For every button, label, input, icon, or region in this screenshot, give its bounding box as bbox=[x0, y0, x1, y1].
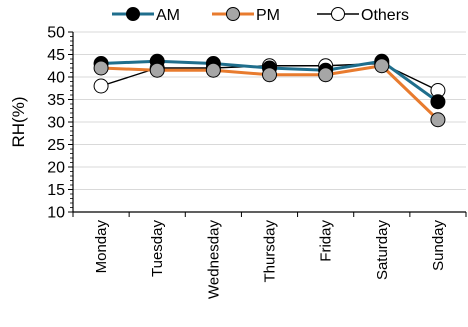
axes bbox=[68, 31, 467, 217]
legend-label-others: Others bbox=[361, 7, 409, 24]
point-others-monday bbox=[93, 78, 109, 94]
y-tick-label: 10 bbox=[47, 205, 65, 222]
legend-swatch-marker-am bbox=[126, 7, 140, 21]
legend: AM PM Others bbox=[112, 7, 409, 24]
point-pm-thursday bbox=[262, 67, 277, 83]
point-pm-sunday bbox=[430, 112, 446, 128]
y-tick-label: 20 bbox=[47, 160, 65, 177]
legend-swatch-marker-others bbox=[331, 7, 345, 21]
x-tick-label-monday: Monday bbox=[93, 220, 110, 274]
x-tick-label-tuesday: Tuesday bbox=[149, 220, 166, 277]
y-tick-label: 40 bbox=[47, 70, 65, 87]
x-tick-labels: Monday Tuesday Wednesday Thursday Friday Satu… bbox=[93, 220, 447, 299]
legend-label-am: AM bbox=[156, 7, 180, 24]
point-pm-wednesday bbox=[205, 62, 221, 78]
y-tick-label: 45 bbox=[47, 47, 65, 64]
point-am-sunday bbox=[430, 94, 446, 110]
x-tick-label-wednesday: Wednesday bbox=[205, 220, 222, 299]
y-tick-label: 30 bbox=[47, 115, 65, 132]
x-tick-label-saturday: Saturday bbox=[374, 220, 391, 281]
point-pm-saturday bbox=[374, 58, 390, 74]
series-group bbox=[93, 53, 446, 128]
y-tick-label: 50 bbox=[47, 25, 65, 42]
x-tick-label-sunday: Sunday bbox=[430, 220, 447, 271]
gridlines bbox=[73, 31, 466, 190]
y-tick-label: 35 bbox=[47, 92, 65, 109]
y-axis-title: RH(%) bbox=[9, 97, 28, 148]
y-tick-labels: 10 15 20 25 30 35 40 45 50 bbox=[47, 25, 65, 222]
x-tick-label-thursday: Thursday bbox=[262, 220, 279, 283]
y-tick-label: 15 bbox=[47, 182, 65, 199]
legend-label-pm: PM bbox=[256, 7, 280, 24]
y-tick-label: 25 bbox=[47, 137, 65, 154]
point-pm-monday bbox=[93, 60, 109, 76]
point-pm-tuesday bbox=[149, 62, 165, 78]
legend-swatch-marker-pm bbox=[226, 7, 240, 21]
x-tick-label-friday: Friday bbox=[318, 220, 335, 262]
point-pm-friday bbox=[318, 67, 334, 83]
